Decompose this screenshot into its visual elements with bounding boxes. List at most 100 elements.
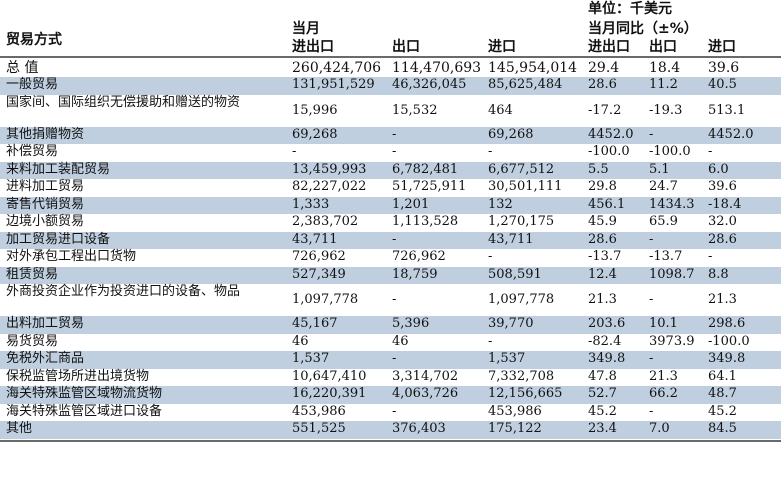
cell-yoy-export: 1098.7 [649, 266, 695, 282]
cell-total: 15,996 [292, 102, 338, 118]
cell-export: 726,962 [392, 249, 446, 264]
table-row: 出料加工贸易 45,167 5,396 39,770 203.6 10.1 298.6 [0, 316, 781, 334]
cell-total: 46 [292, 333, 309, 349]
cell-yoy-import: 349.8 [708, 351, 746, 366]
table-row: 易货贸易 46 46 - -82.4 3973.9 -100.0 [0, 334, 781, 352]
cell-export: - [392, 351, 397, 366]
cell-yoy-total: 28.6 [588, 231, 617, 247]
cell-yoy-export: - [649, 292, 654, 307]
cell-import: 12,156,665 [488, 386, 563, 401]
cell-total: 551,525 [292, 421, 346, 436]
cell-yoy-import: -100.0 [708, 333, 750, 349]
cell-total: 69,268 [292, 126, 338, 142]
cell-export: 114,470,693 [392, 60, 482, 76]
table-row: 租赁贸易 527,349 18,759 508,591 12.4 1098.7 8.8 [0, 266, 781, 284]
row-trade-mode: 总 值 [6, 60, 39, 76]
cell-yoy-total: 5.5 [588, 161, 609, 177]
cell-import: 145,954,014 [488, 60, 578, 76]
header-export: 出口 [392, 39, 420, 55]
cell-yoy-total: 349.8 [588, 351, 626, 366]
header-yoy-import: 进口 [708, 39, 736, 55]
row-trade-mode: 一般贸易 [6, 77, 59, 92]
cell-yoy-import: 28.6 [708, 231, 737, 247]
cell-import: 1,270,175 [488, 214, 555, 229]
header-rule [0, 56, 781, 58]
cell-yoy-import: 48.7 [708, 386, 737, 401]
header-yoy-export: 出口 [649, 39, 677, 55]
header-yoy: 当月同比（±%） [588, 21, 698, 37]
table-row: 海关特殊监管区域物流货物 16,220,391 4,063,726 12,156,66… [0, 386, 781, 404]
cell-yoy-total: 203.6 [588, 316, 626, 331]
cell-yoy-import: - [708, 144, 713, 159]
cell-yoy-total: 52.7 [588, 386, 617, 401]
table-row: 加工贸易进口设备 43,711 - 43,711 28.6 - 28.6 [0, 231, 781, 249]
cell-yoy-export: 18.4 [649, 60, 681, 76]
cell-yoy-import: 40.5 [708, 77, 737, 92]
table-row: 海关特殊监管区域进口设备 453,986 - 453,986 45.2 - 45.2 [0, 404, 781, 422]
cell-yoy-import: 8.8 [708, 266, 729, 282]
unit-label: 单位：千美元 [588, 1, 672, 17]
cell-import: 175,122 [488, 421, 542, 436]
cell-export: 4,063,726 [392, 386, 459, 401]
cell-export: 51,725,911 [392, 179, 467, 194]
row-trade-mode: 海关特殊监管区域物流货物 [6, 386, 163, 401]
cell-yoy-export: - [649, 403, 654, 419]
cell-export: 46 [392, 333, 409, 349]
cell-total: 1,097,778 [292, 292, 359, 307]
cell-import: - [488, 249, 493, 264]
cell-total: 1,333 [292, 196, 330, 212]
cell-yoy-export: -13.7 [649, 249, 683, 264]
row-trade-mode: 易货贸易 [6, 333, 59, 349]
cell-total: 527,349 [292, 266, 346, 282]
cell-yoy-total: 23.4 [588, 421, 617, 436]
cell-import: 453,986 [488, 403, 542, 419]
cell-yoy-import: 4452.0 [708, 126, 754, 142]
cell-yoy-import: 84.5 [708, 421, 737, 436]
header-import: 进口 [488, 39, 516, 55]
cell-yoy-total: 21.3 [588, 292, 617, 307]
cell-import: 132 [488, 196, 513, 212]
cell-import: 7,332,708 [488, 368, 555, 384]
cell-import: 1,097,778 [488, 292, 555, 307]
cell-total: 10,647,410 [292, 368, 367, 384]
cell-import: - [488, 144, 493, 159]
table-header: 贸易方式 当月 进出口 出口 进口 当月同比（±%） 进出口 出口 进口 [0, 18, 781, 58]
cell-yoy-total: 456.1 [588, 196, 626, 212]
cell-import: 464 [488, 102, 513, 118]
row-trade-mode: 保税监管场所进出境货物 [6, 368, 150, 384]
cell-yoy-export: - [649, 351, 654, 366]
cell-import: 30,501,111 [488, 179, 563, 194]
cell-yoy-import: - [708, 249, 713, 264]
row-trade-mode: 来料加工装配贸易 [6, 161, 111, 177]
table-row: 保税监管场所进出境货物 10,647,410 3,314,702 7,332,708 4… [0, 369, 781, 387]
cell-export: - [392, 403, 397, 419]
cell-import: 1,537 [488, 351, 526, 366]
row-trade-mode: 补偿贸易 [6, 144, 59, 159]
cell-export: 1,113,528 [392, 214, 459, 229]
cell-total: 131,951,529 [292, 77, 375, 92]
row-trade-mode: 出料加工贸易 [6, 316, 85, 331]
cell-yoy-export: 5.1 [649, 161, 670, 177]
row-trade-mode: 其他 [6, 421, 33, 436]
cell-yoy-total: 29.8 [588, 179, 617, 194]
cell-total: 13,459,993 [292, 161, 367, 177]
cell-import: 508,591 [488, 266, 542, 282]
cell-export: 18,759 [392, 266, 438, 282]
row-trade-mode: 加工贸易进口设备 [6, 231, 111, 247]
cell-total: 726,962 [292, 249, 346, 264]
cell-export: - [392, 231, 397, 247]
cell-export: - [392, 126, 397, 142]
cell-yoy-export: 66.2 [649, 386, 678, 401]
table-bottom-rule [0, 440, 781, 442]
cell-total: 82,227,022 [292, 179, 367, 194]
cell-yoy-export: 21.3 [649, 368, 678, 384]
cell-yoy-import: 39.6 [708, 60, 740, 76]
table-row: 边境小额贸易 2,383,702 1,113,528 1,270,175 45.9 65.… [0, 214, 781, 232]
cell-yoy-total: -100.0 [588, 144, 630, 159]
cell-export: 6,782,481 [392, 161, 459, 177]
header-yoy-total: 进出口 [588, 39, 630, 55]
cell-export: 15,532 [392, 102, 438, 118]
cell-yoy-import: 32.0 [708, 214, 737, 229]
cell-total: - [292, 144, 297, 159]
